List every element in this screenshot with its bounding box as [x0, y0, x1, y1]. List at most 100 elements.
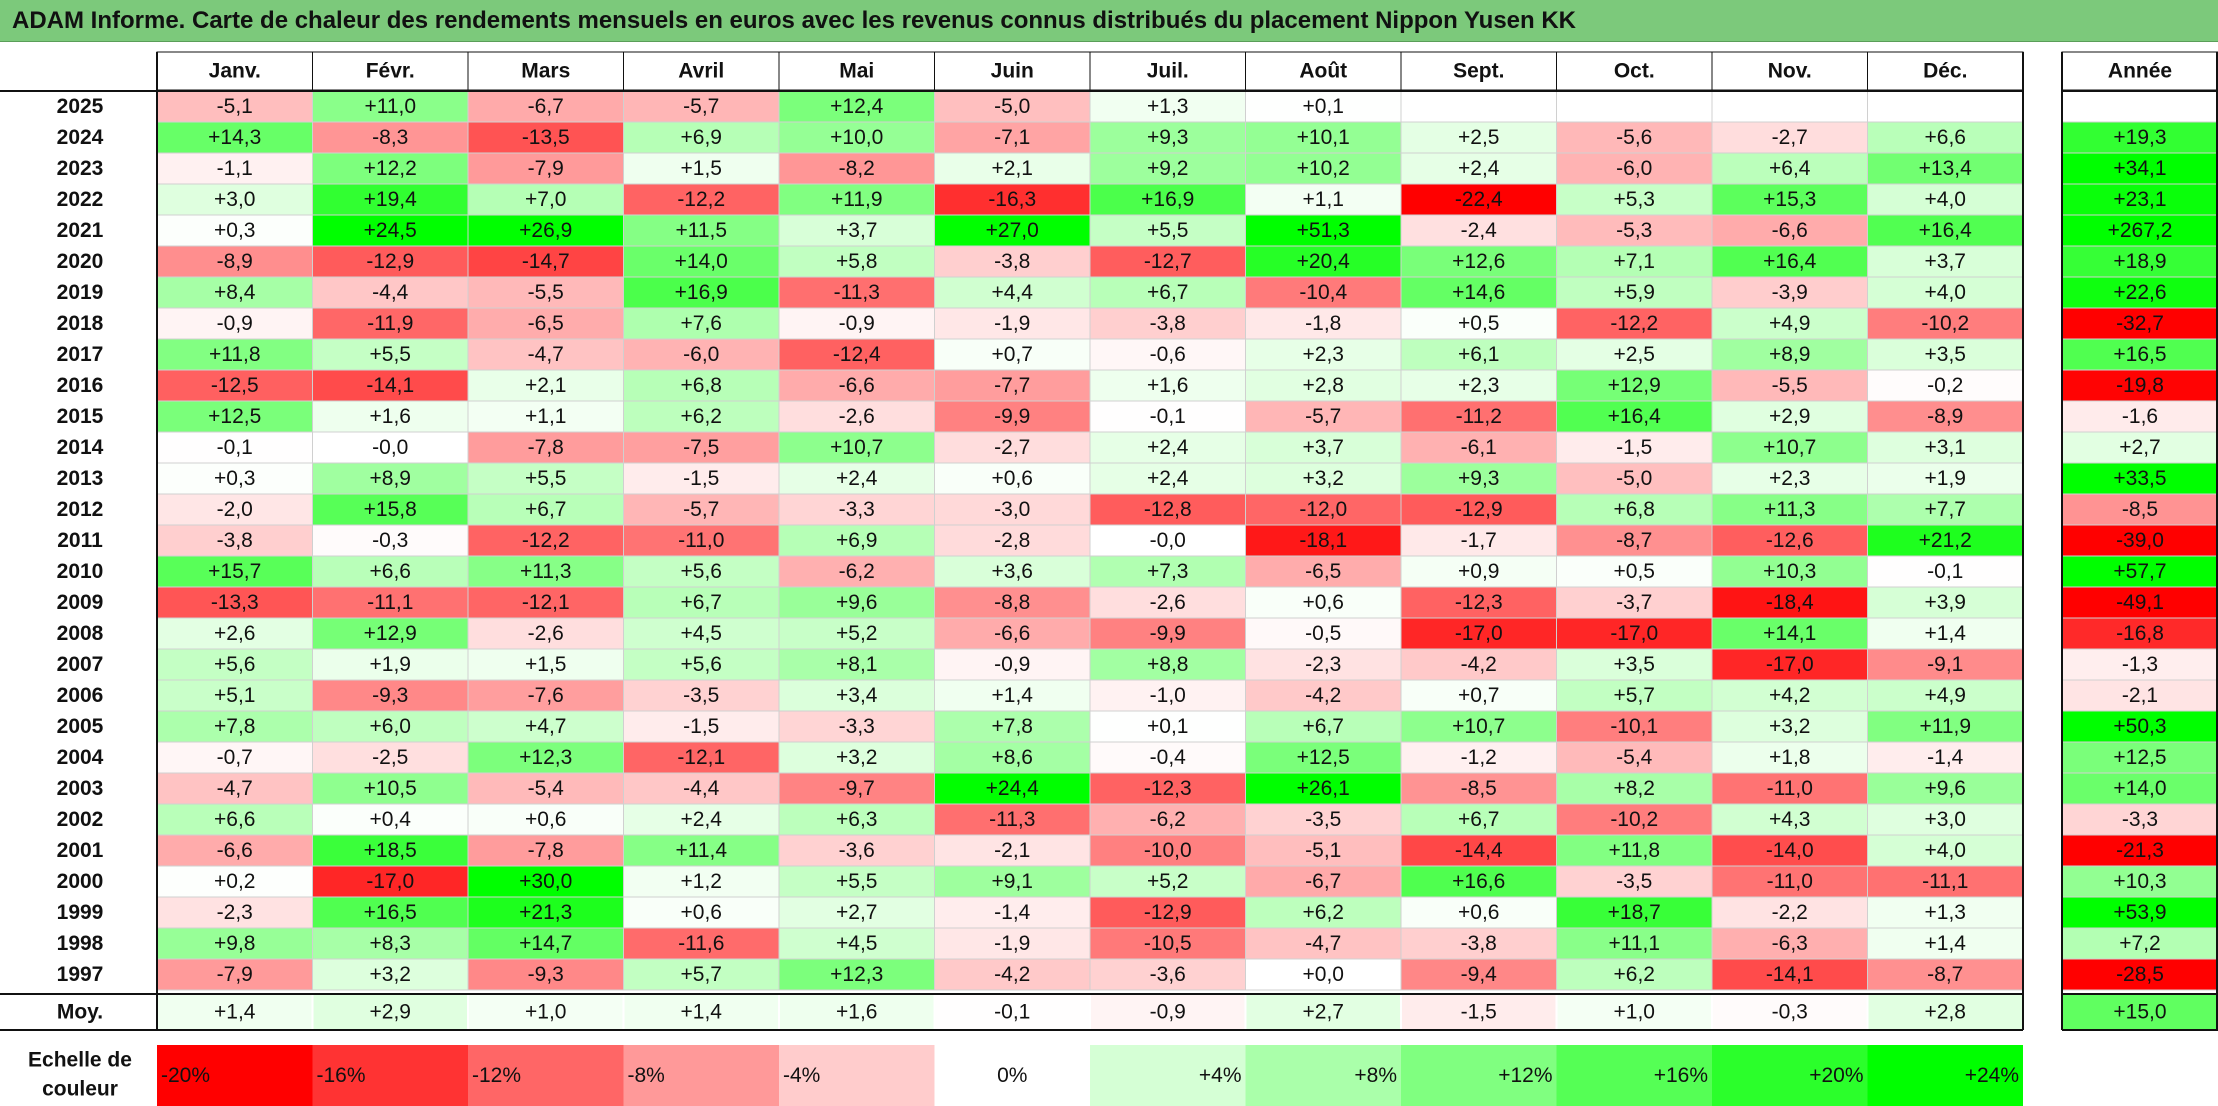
cell-2006-4 — [778, 679, 935, 712]
average-cell-10 — [1713, 995, 1867, 1029]
cell-2000-8 — [1400, 865, 1557, 898]
header-cell-9 — [1556, 51, 1713, 91]
cell-value-2006-2: -7,6 — [528, 684, 564, 707]
cell-value-2020-8: +12,6 — [1452, 250, 1505, 273]
cell-value-2005-3: -1,5 — [683, 715, 719, 738]
cell-2022-4 — [778, 183, 935, 216]
cell-2008-10 — [1711, 617, 1868, 650]
scale-label-1: -16% — [317, 1064, 366, 1087]
average-cell-1 — [313, 995, 467, 1029]
cell-2019-0 — [156, 276, 313, 309]
cell-value-2013-4: +2,4 — [836, 467, 878, 490]
cell-value-2013-3: -1,5 — [683, 467, 719, 490]
cell-2016-1 — [312, 369, 469, 402]
header-cell-8 — [1400, 51, 1557, 91]
cell-value-1999-6: -12,9 — [1144, 901, 1192, 924]
cell-2017-5 — [934, 338, 1091, 371]
cell-value-1997-9: +6,2 — [1614, 963, 1655, 986]
average-total-value: +15,0 — [2113, 1001, 2166, 1024]
cell-value-2019-8: +14,6 — [1452, 281, 1505, 304]
header-label-11: Déc. — [1923, 60, 1967, 83]
cell-value-2022-5: -16,3 — [988, 188, 1036, 211]
cell-2001-7 — [1245, 834, 1402, 867]
cell-value-1998-0: +9,8 — [214, 932, 255, 955]
year-total-value-2003: +14,0 — [2113, 777, 2166, 800]
cell-value-2017-8: +6,1 — [1458, 343, 1499, 366]
cell-value-2007-6: +8,8 — [1147, 653, 1188, 676]
cell-value-2003-2: -5,4 — [528, 777, 565, 800]
cell-2014-4 — [778, 431, 935, 464]
cell-2019-7 — [1245, 276, 1402, 309]
row-year-2003: 2003 — [57, 777, 104, 800]
cell-value-2000-10: -11,0 — [1767, 870, 1813, 893]
cell-2007-2 — [467, 648, 624, 681]
header-label-3: Avril — [678, 60, 724, 83]
cell-value-2015-3: +6,2 — [681, 405, 722, 428]
cell-2008-9 — [1556, 617, 1713, 650]
cell-2010-8 — [1400, 555, 1557, 588]
cell-value-2015-11: -8,9 — [1927, 405, 1963, 428]
cell-2000-7 — [1245, 865, 1402, 898]
cell-value-2008-10: +14,1 — [1763, 622, 1816, 645]
cell-value-1999-4: +2,7 — [836, 901, 877, 924]
cell-value-2010-6: +7,3 — [1147, 560, 1188, 583]
average-cell-5 — [935, 995, 1089, 1029]
cell-2007-5 — [934, 648, 1091, 681]
cell-value-2003-0: -4,7 — [217, 777, 253, 800]
cell-value-1999-9: +18,7 — [1608, 901, 1661, 924]
cell-2012-1 — [312, 493, 469, 526]
cell-value-2020-0: -8,9 — [217, 250, 253, 273]
cell-value-2016-10: -5,5 — [1772, 374, 1808, 397]
cell-2015-9 — [1556, 400, 1713, 433]
cell-value-2016-9: +12,9 — [1608, 374, 1661, 397]
cell-1998-0 — [156, 927, 313, 960]
cell-value-2015-9: +16,4 — [1608, 405, 1661, 428]
cell-value-2018-6: -3,8 — [1150, 312, 1186, 335]
cell-value-1999-7: +6,2 — [1303, 901, 1344, 924]
cell-value-2018-7: -1,8 — [1305, 312, 1341, 335]
cell-value-2000-2: +30,0 — [519, 870, 572, 893]
year-total-value-2023: +34,1 — [2113, 157, 2166, 180]
cell-value-2012-8: -12,9 — [1455, 498, 1503, 521]
cell-value-2004-3: -12,1 — [677, 746, 725, 769]
cell-2002-2 — [467, 803, 624, 836]
cell-1999-11 — [1867, 896, 2024, 929]
cell-2019-8 — [1400, 276, 1557, 309]
year-total-2001 — [2061, 834, 2218, 867]
cell-1999-9 — [1556, 896, 1713, 929]
scale-cell-9 — [1556, 1045, 1712, 1106]
year-total-value-1999: +53,9 — [2113, 901, 2166, 924]
cell-value-2004-6: -0,4 — [1150, 746, 1187, 769]
cell-value-2000-9: -3,5 — [1616, 870, 1652, 893]
cell-value-2010-0: +15,7 — [208, 560, 261, 583]
cell-value-2024-6: +9,3 — [1147, 126, 1188, 149]
cell-value-2021-3: +11,5 — [675, 219, 727, 242]
scale-cell-11 — [1867, 1045, 2023, 1106]
cell-2004-7 — [1245, 741, 1402, 774]
cell-2016-10 — [1711, 369, 1868, 402]
cell-2003-4 — [778, 772, 935, 805]
cell-2021-2 — [467, 214, 624, 247]
cell-2017-1 — [312, 338, 469, 371]
cell-2014-2 — [467, 431, 624, 464]
cell-value-2008-3: +4,5 — [681, 622, 722, 645]
cell-value-2018-10: +4,9 — [1769, 312, 1810, 335]
cell-2020-5 — [934, 245, 1091, 278]
cell-2012-8 — [1400, 493, 1557, 526]
cell-value-2019-11: +4,0 — [1925, 281, 1966, 304]
cell-2004-0 — [156, 741, 313, 774]
cell-value-2001-5: -2,1 — [994, 839, 1030, 862]
row-year-2013: 2013 — [57, 467, 104, 490]
cell-value-2017-4: -12,4 — [833, 343, 881, 366]
cell-value-2024-1: -8,3 — [372, 126, 408, 149]
cell-2007-1 — [312, 648, 469, 681]
cell-value-2022-2: +7,0 — [525, 188, 566, 211]
cell-2023-10 — [1711, 152, 1868, 185]
cell-2024-4 — [778, 121, 935, 154]
scale-label-9: +16% — [1654, 1064, 1708, 1087]
cell-2009-10 — [1711, 586, 1868, 619]
average-cell-2 — [469, 995, 623, 1029]
cell-value-2018-2: -6,5 — [528, 312, 564, 335]
year-total-value-2020: +18,9 — [2113, 250, 2166, 273]
cell-value-1998-9: +11,1 — [1608, 932, 1660, 955]
